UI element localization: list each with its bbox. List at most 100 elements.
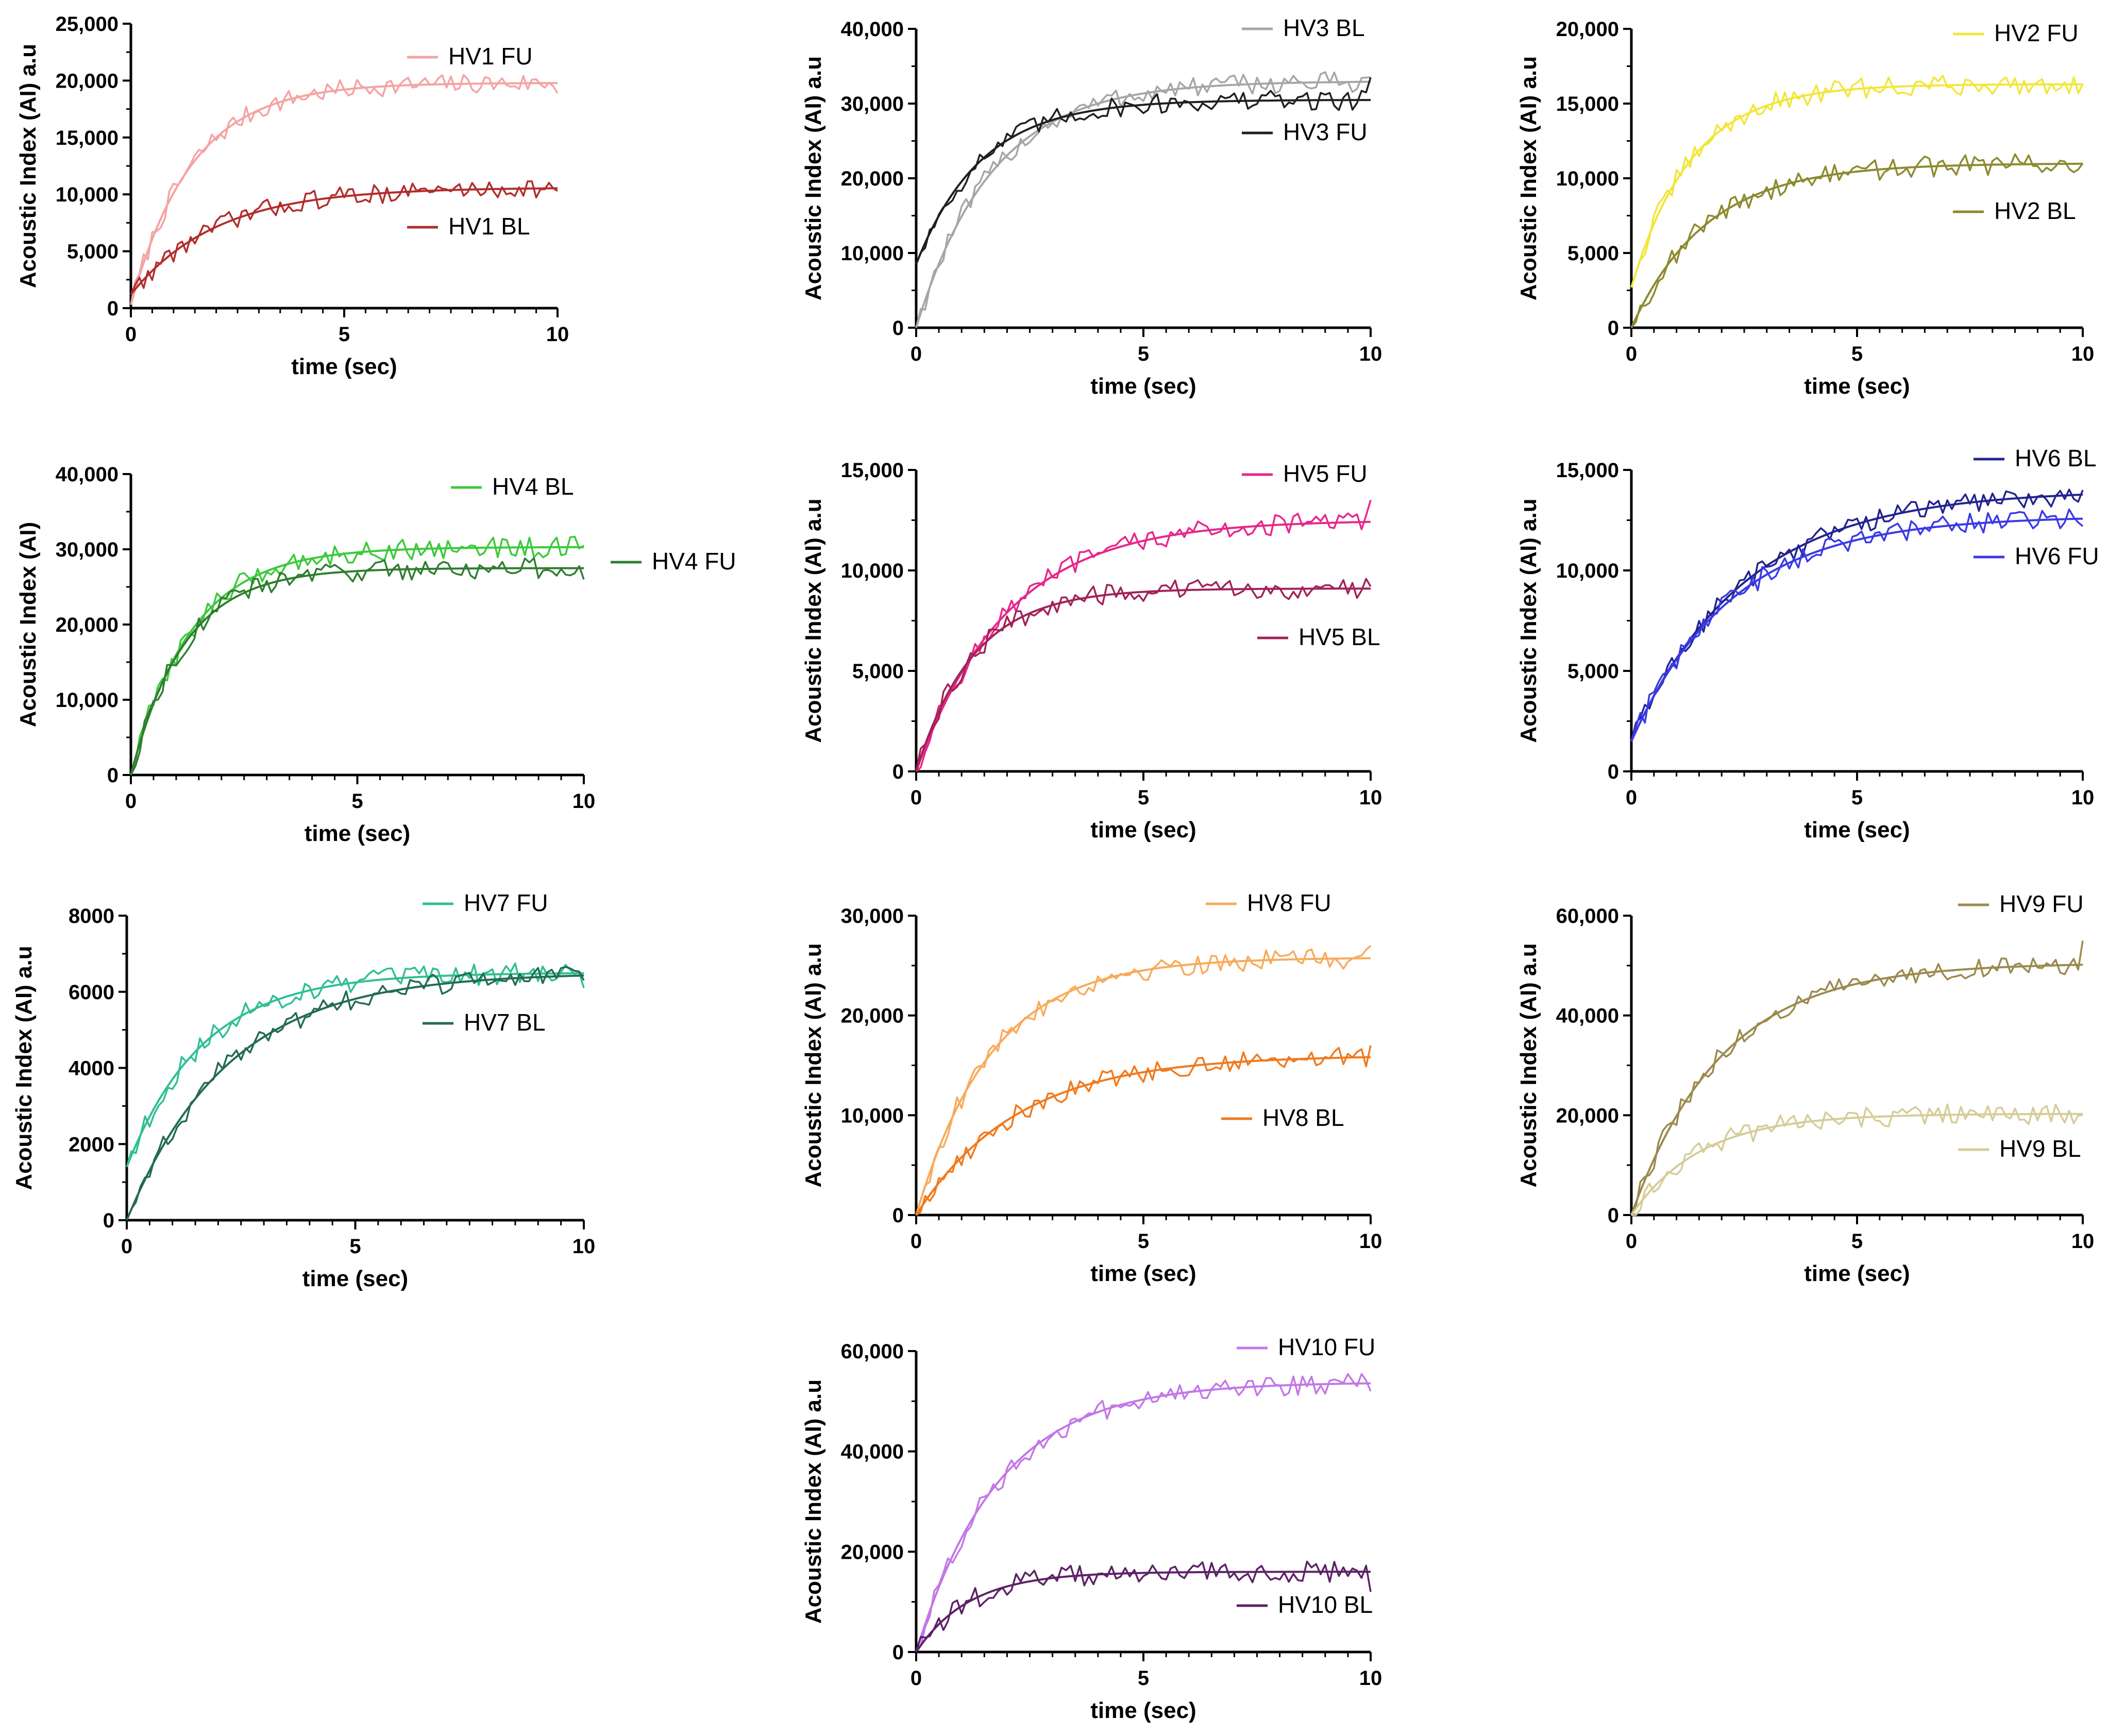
legend-label: HV10 BL: [1278, 1591, 1373, 1618]
y-tick-label: 10,000: [841, 242, 904, 265]
y-tick-label: 0: [892, 761, 904, 783]
x-tick-label: 5: [1851, 1230, 1863, 1253]
x-tick-label: 10: [546, 323, 569, 346]
y-tick-label: 10,000: [1556, 560, 1619, 582]
y-tick-label: 6000: [69, 981, 114, 1004]
y-tick-label: 0: [1608, 317, 1619, 340]
legend-label: HV3 BL: [1283, 14, 1365, 41]
y-tick-label: 0: [892, 317, 904, 340]
y-tick-label: 5,000: [1567, 660, 1619, 683]
y-axis-title: Acoustic Index (AI): [15, 522, 41, 728]
x-tick-label: 0: [125, 323, 137, 346]
x-tick-label: 10: [2071, 343, 2095, 365]
y-axis-title: Acoustic Index (AI) a.u: [801, 1379, 826, 1624]
series-raw-trace: [915, 1560, 1372, 1653]
legend-label: HV2 FU: [1994, 20, 2079, 46]
y-tick-label: 20,000: [56, 614, 119, 636]
series-raw-trace: [915, 578, 1372, 772]
series-fit-curve: [126, 974, 584, 1221]
x-tick-label: 10: [1359, 786, 1382, 809]
series-fit-curve: [1630, 1113, 2083, 1216]
legend-label: HV5 FU: [1283, 460, 1368, 487]
series-raw-trace: [916, 1045, 1372, 1216]
y-tick-label: 40,000: [1556, 1005, 1619, 1027]
x-tick-label: 10: [2071, 786, 2095, 809]
legend-label: HV5 BL: [1298, 623, 1380, 650]
legend-label: HV7 FU: [464, 889, 548, 916]
chart-panel-1: 0 5,000 10,000 15,000 20,000 25,000 0 5 10 time (…: [15, 13, 569, 379]
x-tick-label: 5: [1851, 786, 1863, 809]
y-tick-label: 25,000: [56, 13, 119, 36]
x-tick-label: 10: [572, 1235, 596, 1258]
y-axis-title: Acoustic Index (AI) a.u: [1516, 56, 1541, 300]
legend-label: HV7 BL: [464, 1009, 546, 1036]
y-axis-title: Acoustic Index (AI) a.u: [801, 943, 826, 1187]
legend-label: HV8 FU: [1247, 889, 1331, 916]
legend-label: HV1 FU: [448, 43, 533, 70]
chart-panel-9: 0 20,000 40,000 60,000 0 5 10 time (sec) Acousti…: [1516, 890, 2094, 1286]
chart-panel-10: 0 20,000 40,000 60,000 0 5 10 time (sec) Acousti…: [801, 1334, 1382, 1723]
legend-label: HV3 FU: [1283, 119, 1368, 145]
chart-panel-7: 0 2000 4000 6000 8000 0 5 10 time (sec) Acoustic …: [11, 889, 595, 1291]
x-tick-label: 10: [1359, 1667, 1382, 1690]
series-raw-trace: [915, 945, 1372, 1216]
legend-label: HV4 FU: [652, 548, 736, 575]
x-tick-label: 5: [1138, 1667, 1149, 1690]
series-fit-curve: [1630, 493, 2083, 742]
series-raw-trace: [126, 966, 585, 1221]
x-axis-title: time (sec): [1804, 374, 1910, 399]
legend-label: HV4 BL: [492, 473, 574, 500]
y-tick-label: 30,000: [841, 905, 904, 928]
y-tick-label: 20,000: [1556, 18, 1619, 41]
y-tick-label: 4000: [69, 1057, 114, 1080]
legend-label: HV2 BL: [1994, 197, 2076, 224]
series-fit-curve: [915, 1382, 1371, 1653]
chart-panel-3: 0 5,000 10,000 15,000 20,000 0 5 10 time (sec) Ac…: [1516, 18, 2094, 399]
y-tick-label: 0: [107, 297, 119, 320]
x-tick-label: 5: [1851, 343, 1863, 365]
chart-panel-2: 0 10,000 20,000 30,000 40,000 0 5 10 time (sec) A…: [801, 14, 1382, 399]
x-axis-title: time (sec): [305, 821, 410, 846]
series-fit-curve: [130, 546, 584, 776]
x-tick-label: 10: [2071, 1230, 2095, 1253]
legend-label: HV1 BL: [448, 213, 530, 240]
y-tick-label: 0: [892, 1641, 904, 1664]
y-tick-label: 60,000: [841, 1340, 904, 1363]
y-tick-label: 0: [1608, 1204, 1619, 1227]
y-tick-label: 0: [1608, 761, 1619, 783]
y-tick-label: 15,000: [56, 127, 119, 149]
series-fit-curve: [915, 80, 1371, 328]
x-tick-label: 5: [1138, 786, 1149, 809]
y-tick-label: 10,000: [841, 560, 904, 582]
y-tick-label: 40,000: [841, 1441, 904, 1463]
x-tick-label: 0: [910, 786, 922, 809]
series-fit-curve: [1630, 162, 2083, 328]
series-fit-curve: [130, 82, 558, 305]
series-raw-trace: [130, 557, 585, 776]
series-fit-curve: [915, 1571, 1371, 1653]
chart-panel-5: 0 5,000 10,000 15,000 0 5 10 time (sec) Acoustic…: [801, 459, 1382, 842]
series-raw-trace: [130, 535, 584, 776]
y-tick-label: 30,000: [56, 538, 119, 561]
y-tick-label: 40,000: [841, 18, 904, 41]
y-tick-label: 15,000: [1556, 459, 1619, 482]
x-tick-label: 0: [910, 1667, 922, 1690]
series-fit-curve: [915, 99, 1371, 265]
x-axis-title: time (sec): [291, 354, 397, 379]
y-tick-label: 15,000: [841, 459, 904, 482]
y-tick-label: 40,000: [56, 463, 119, 486]
x-axis-title: time (sec): [1090, 817, 1196, 842]
x-tick-label: 10: [572, 790, 596, 813]
y-axis-title: Acoustic Index (AI) a.u: [15, 44, 41, 288]
legend-label: HV8 BL: [1262, 1104, 1344, 1131]
y-tick-label: 10,000: [56, 689, 119, 712]
series-raw-trace: [1630, 74, 2084, 288]
y-tick-label: 2000: [69, 1133, 114, 1156]
y-axis-title: Acoustic Index (AI) a.u: [1516, 943, 1541, 1187]
series-fit-curve: [915, 587, 1371, 772]
chart-panel-4: 0 10,000 20,000 30,000 40,000 0 5 10 time (sec) A…: [15, 463, 736, 846]
x-tick-label: 0: [910, 1230, 922, 1253]
y-tick-label: 20,000: [841, 1005, 904, 1027]
y-axis-title: Acoustic Index (AI) a.u: [11, 946, 37, 1190]
y-tick-label: 60,000: [1556, 905, 1619, 928]
